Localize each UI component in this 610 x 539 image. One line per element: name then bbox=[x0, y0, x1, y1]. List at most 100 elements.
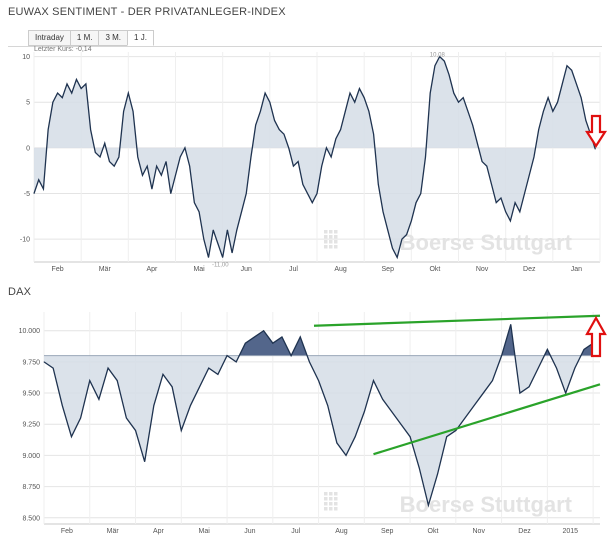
dax-data-point bbox=[116, 380, 118, 381]
sentiment-x-tick-label: Aug bbox=[334, 266, 347, 273]
red-down-arrow bbox=[584, 114, 608, 149]
dax-x-tick-label: Okt bbox=[428, 528, 439, 535]
sentiment-data-point bbox=[90, 129, 91, 131]
bottom-chart-title: DAX bbox=[8, 286, 32, 298]
sentiment-data-point bbox=[127, 92, 129, 94]
sentiment-data-point bbox=[57, 92, 58, 94]
sentiment-x-tick-label: Jun bbox=[241, 266, 252, 273]
watermark-dot bbox=[324, 497, 328, 501]
dax-data-point bbox=[52, 367, 54, 369]
sentiment-data-point bbox=[344, 110, 346, 112]
dax-watermark: Boerse Stuttgart bbox=[324, 492, 573, 517]
sentiment-data-point bbox=[307, 193, 308, 194]
sentiment-data-point bbox=[406, 234, 408, 236]
sentiment-data-point bbox=[481, 161, 483, 162]
sentiment-data-point bbox=[594, 148, 596, 150]
sentiment-data-point bbox=[146, 165, 148, 167]
sentiment-area-above bbox=[46, 56, 595, 148]
tab-1-month[interactable]: 1 M. bbox=[69, 30, 99, 46]
dax-data-point bbox=[98, 398, 100, 400]
sentiment-data-point bbox=[505, 211, 507, 213]
dax-y-tick-label: 10.000 bbox=[19, 328, 41, 335]
sentiment-data-point bbox=[533, 156, 535, 158]
last-price-label: Letzter Kurs: -0,14 bbox=[34, 46, 92, 53]
sentiment-x-tick-label: Feb bbox=[52, 266, 64, 273]
sentiment-data-point bbox=[170, 193, 172, 194]
watermark-dot bbox=[324, 230, 328, 234]
dax-x-tick-label: Dez bbox=[518, 528, 531, 535]
up-arrow-shape bbox=[585, 315, 607, 358]
dax-data-point bbox=[528, 386, 530, 388]
sentiment-data-point bbox=[288, 147, 290, 149]
sentiment-data-point bbox=[245, 193, 247, 194]
tab-1-year[interactable]: 1 J. bbox=[127, 30, 154, 46]
watermark-dot bbox=[324, 245, 328, 249]
sentiment-series-line bbox=[33, 55, 596, 260]
dax-data-point bbox=[43, 361, 45, 363]
dax-data-point bbox=[455, 430, 457, 431]
dax-data-point bbox=[217, 373, 219, 375]
sentiment-data-point bbox=[165, 161, 167, 162]
sentiment-data-point bbox=[302, 183, 304, 185]
dax-data-point bbox=[363, 411, 365, 413]
watermark-dot bbox=[329, 240, 333, 244]
down-arrow-shape bbox=[584, 114, 608, 149]
sentiment-chart: 10 5 0 -5 -10 Feb Mär Apr Mai Jun Jul Aug Sep Okt Nov D… bbox=[20, 52, 608, 273]
watermark-dot bbox=[334, 230, 338, 234]
dax-x-tick-label: 2015 bbox=[562, 528, 578, 535]
dax-data-point bbox=[519, 392, 521, 394]
dax-data-point bbox=[309, 361, 310, 363]
sentiment-data-point bbox=[184, 147, 186, 149]
dax-x-tick-label: Mär bbox=[107, 528, 120, 535]
sentiment-data-point bbox=[462, 97, 464, 99]
dax-data-point bbox=[208, 367, 210, 369]
tab-3-months[interactable]: 3 M. bbox=[98, 30, 128, 46]
sentiment-y-tick-label: 0 bbox=[26, 145, 30, 152]
dax-data-point bbox=[473, 405, 475, 406]
watermark-dot bbox=[329, 492, 333, 496]
sentiment-data-point bbox=[94, 152, 96, 153]
dax-data-point bbox=[162, 373, 164, 375]
sentiment-data-point bbox=[377, 183, 379, 185]
dax-data-point bbox=[254, 336, 255, 338]
sentiment-data-point bbox=[66, 83, 68, 85]
sentiment-data-point bbox=[382, 211, 384, 213]
dax-y-tick-label: 9.000 bbox=[22, 453, 40, 460]
tab-intraday[interactable]: Intraday bbox=[28, 30, 70, 46]
sentiment-data-point bbox=[175, 174, 176, 176]
sentiment-data-point bbox=[321, 165, 323, 167]
dax-y-tick-label: 9.250 bbox=[22, 422, 40, 429]
dax-data-point bbox=[400, 423, 402, 425]
sentiment-data-point bbox=[104, 142, 106, 144]
sentiment-data-point bbox=[571, 69, 573, 71]
sentiment-data-point bbox=[543, 110, 544, 112]
dax-data-point bbox=[272, 342, 274, 344]
watermark-dot bbox=[334, 235, 338, 239]
sentiment-data-point bbox=[198, 211, 200, 213]
dax-data-point bbox=[546, 349, 548, 350]
dax-data-point bbox=[373, 380, 374, 381]
sentiment-data-point bbox=[231, 252, 233, 254]
dax-data-point bbox=[345, 455, 347, 456]
sentiment-data-point bbox=[396, 257, 398, 258]
watermark-dot bbox=[334, 497, 338, 501]
dax-data-point bbox=[107, 367, 109, 369]
dax-x-tick-label: Jun bbox=[244, 528, 255, 535]
sentiment-data-point bbox=[538, 129, 540, 131]
dax-data-point bbox=[135, 430, 136, 431]
sentiment-data-point bbox=[439, 56, 441, 57]
dax-data-point bbox=[171, 386, 173, 388]
dax-data-point bbox=[263, 330, 265, 332]
sentiment-data-point bbox=[330, 156, 332, 158]
sentiment-data-point bbox=[193, 202, 195, 204]
watermark-dot bbox=[324, 235, 328, 239]
dax-y-tick-label: 9.750 bbox=[22, 359, 40, 366]
dax-data-point bbox=[427, 504, 429, 506]
watermark-dot bbox=[324, 507, 328, 511]
dax-series-line bbox=[43, 324, 601, 508]
sentiment-data-point bbox=[340, 129, 341, 131]
sentiment-data-point bbox=[420, 193, 422, 194]
dax-data-point bbox=[244, 342, 246, 344]
sentiment-data-point bbox=[109, 161, 110, 162]
